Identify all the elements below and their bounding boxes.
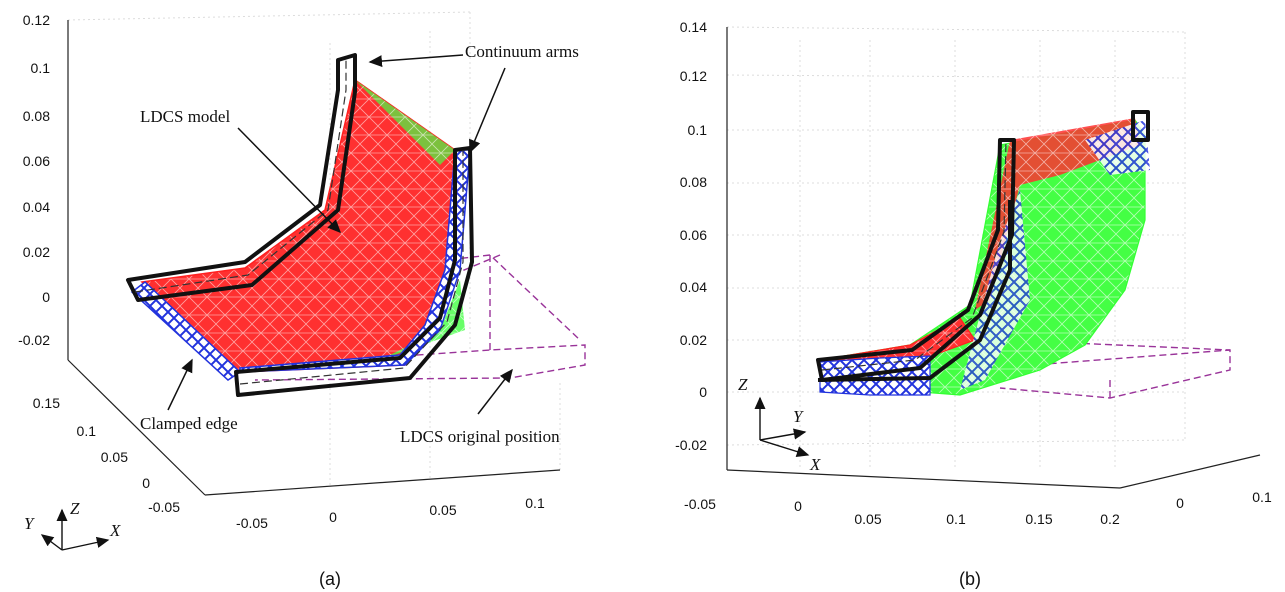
continuum-arms-b [816,110,1150,382]
ldcs-model-a [130,78,471,381]
x-tick: -0.05 [236,515,268,531]
z-tick: 0.12 [23,12,50,28]
continuum-arms-label: Continuum arms [465,42,579,61]
z-tick: 0.06 [680,227,707,243]
panel-b-y-ticks: 0 0.1 [1176,489,1272,511]
x-tick: 0 [329,509,337,525]
triad-x-label: X [809,455,821,474]
y-tick: 0.1 [77,423,97,439]
x-tick: 0.05 [854,511,881,527]
x-tick: 0.15 [1025,511,1052,527]
annotations-a: Continuum arms LDCS model Clamped edge L… [140,42,579,446]
triad-x-label: X [109,521,121,540]
panel-a-y-ticks: 0.15 0.1 0.05 0 -0.05 [33,395,180,515]
caption-b: (b) [959,569,981,589]
panel-a: 0.12 0.1 0.08 0.06 0.04 0.02 0 -0.02 0.1… [18,11,586,589]
z-tick: 0.14 [680,19,707,35]
ldcs-original-position-label: LDCS original position [400,427,560,446]
z-tick: -0.02 [675,437,707,453]
panel-b-z-ticks: 0.14 0.12 0.1 0.08 0.06 0.04 0.02 0 -0.0… [675,19,707,453]
triad-z-label: Z [70,499,80,518]
x-tick: 0.1 [525,495,545,511]
panel-a-z-ticks: 0.12 0.1 0.08 0.06 0.04 0.02 0 -0.02 [18,12,50,348]
x-tick: 0.2 [1100,511,1120,527]
ldcs-original-position-b [939,341,1231,399]
caption-a: (a) [319,569,341,589]
panel-a-x-ticks: -0.05 0 0.05 0.1 [236,495,545,531]
continuum-arms-a-centerline [134,58,464,385]
z-tick: -0.02 [18,332,50,348]
y-tick: 0 [1176,495,1184,511]
x-tick: 0.05 [429,502,456,518]
z-tick: 0.08 [23,108,50,124]
panel-b-axes [726,27,1261,489]
triad-z-label: Z [738,375,748,394]
y-tick: 0.15 [33,395,60,411]
axis-triad-a [40,508,110,551]
z-tick: 0.1 [688,122,708,138]
y-tick: 0.05 [101,449,128,465]
panel-b-x-ticks: -0.05 0 0.05 0.1 0.15 0.2 [684,496,1120,527]
z-tick: 0 [42,289,50,305]
panel-a-axes [67,20,561,496]
z-tick: 0.02 [680,332,707,348]
z-tick: 0.1 [31,60,51,76]
z-tick: 0.04 [680,279,707,295]
axis-triad-b [754,396,810,458]
y-tick: 0 [142,475,150,491]
clamped-edge-label: Clamped edge [140,414,238,433]
continuum-arms-b-centerline [821,139,1007,371]
z-tick: 0.04 [23,199,50,215]
z-tick: 0.12 [680,68,707,84]
triad-y-label: Y [793,407,804,426]
x-tick: 0.1 [946,511,966,527]
ldcs-model-label: LDCS model [140,107,230,126]
triad-y-label: Y [24,514,35,533]
y-tick: 0.1 [1252,489,1272,505]
z-tick: 0.08 [680,174,707,190]
x-tick: -0.05 [684,496,716,512]
x-tick: 0 [794,498,802,514]
z-tick: 0.06 [23,153,50,169]
panel-b: 0.14 0.12 0.1 0.08 0.06 0.04 0.02 0 -0.0… [675,19,1272,589]
z-tick: 0 [699,384,707,400]
y-tick: -0.05 [148,499,180,515]
z-tick: 0.02 [23,244,50,260]
